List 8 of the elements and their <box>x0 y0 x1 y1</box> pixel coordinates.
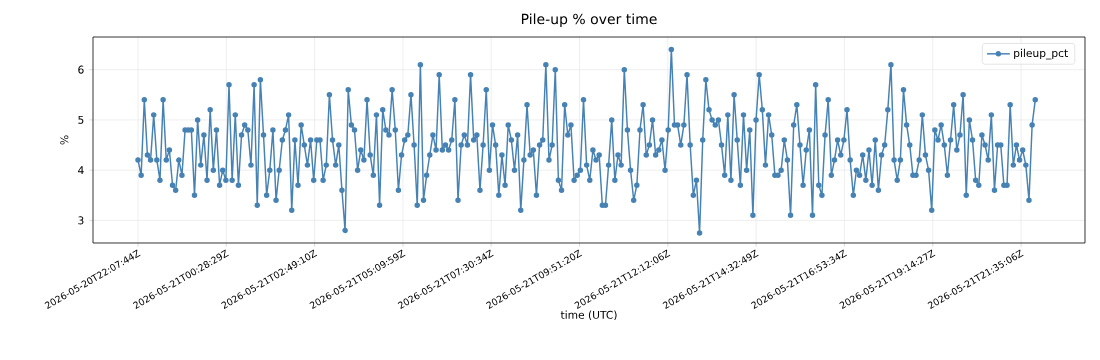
y-tick-label: 4 <box>78 166 84 175</box>
y-tick-label: 5 <box>78 115 84 124</box>
legend-label: pileup_pct <box>1014 48 1068 60</box>
chart-title: Pile-up % over time <box>521 13 657 27</box>
x-axis-title: time (UTC) <box>560 310 617 321</box>
y-tick-label: 3 <box>78 216 84 225</box>
y-tick-label: 6 <box>78 65 84 74</box>
y-axis-title: % <box>60 135 69 145</box>
